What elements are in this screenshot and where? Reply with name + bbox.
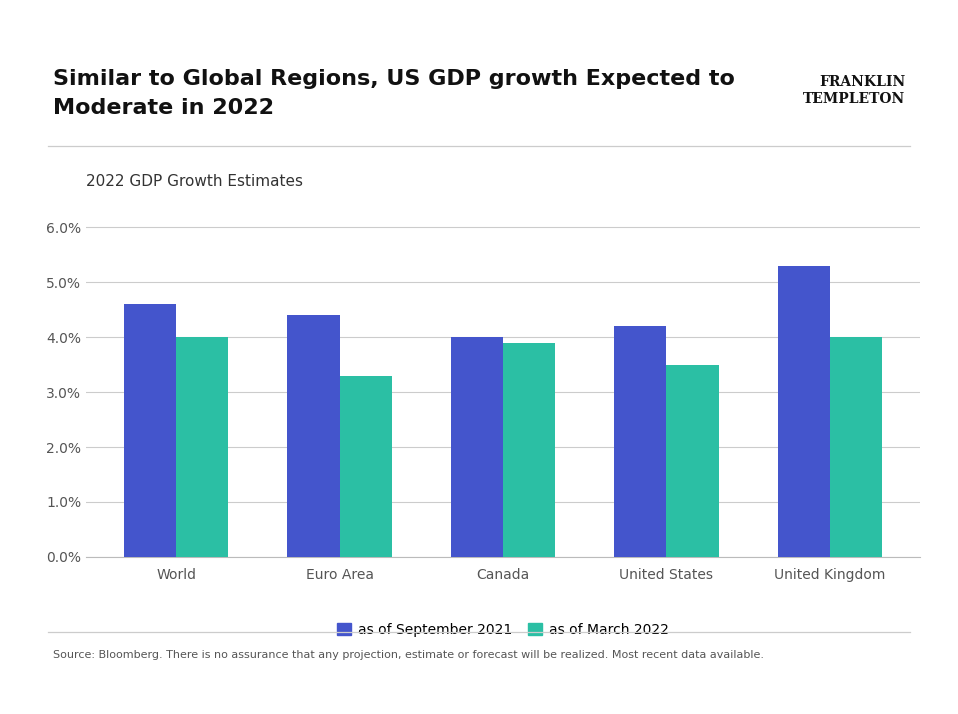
Text: Moderate in 2022: Moderate in 2022 [53, 98, 274, 118]
Bar [176, 337, 228, 557]
Text: Source: Bloomberg. There is no assurance that any projection, estimate or foreca: Source: Bloomberg. There is no assurance… [53, 650, 764, 660]
Legend: as of September 2021, as of March 2022: as of September 2021, as of March 2022 [331, 618, 674, 643]
Bar [287, 316, 339, 557]
Text: Similar to Global Regions, US GDP growth Expected to: Similar to Global Regions, US GDP growth… [53, 69, 735, 89]
Text: 2022 GDP Growth Estimates: 2022 GDP Growth Estimates [86, 174, 304, 189]
Bar [614, 326, 667, 557]
Bar [778, 266, 830, 557]
Bar [830, 337, 882, 557]
Bar [339, 376, 392, 557]
Bar [503, 343, 556, 557]
Bar [667, 365, 718, 557]
Text: FRANKLIN
TEMPLETON: FRANKLIN TEMPLETON [803, 75, 905, 106]
Bar [450, 337, 503, 557]
Bar [124, 304, 176, 557]
